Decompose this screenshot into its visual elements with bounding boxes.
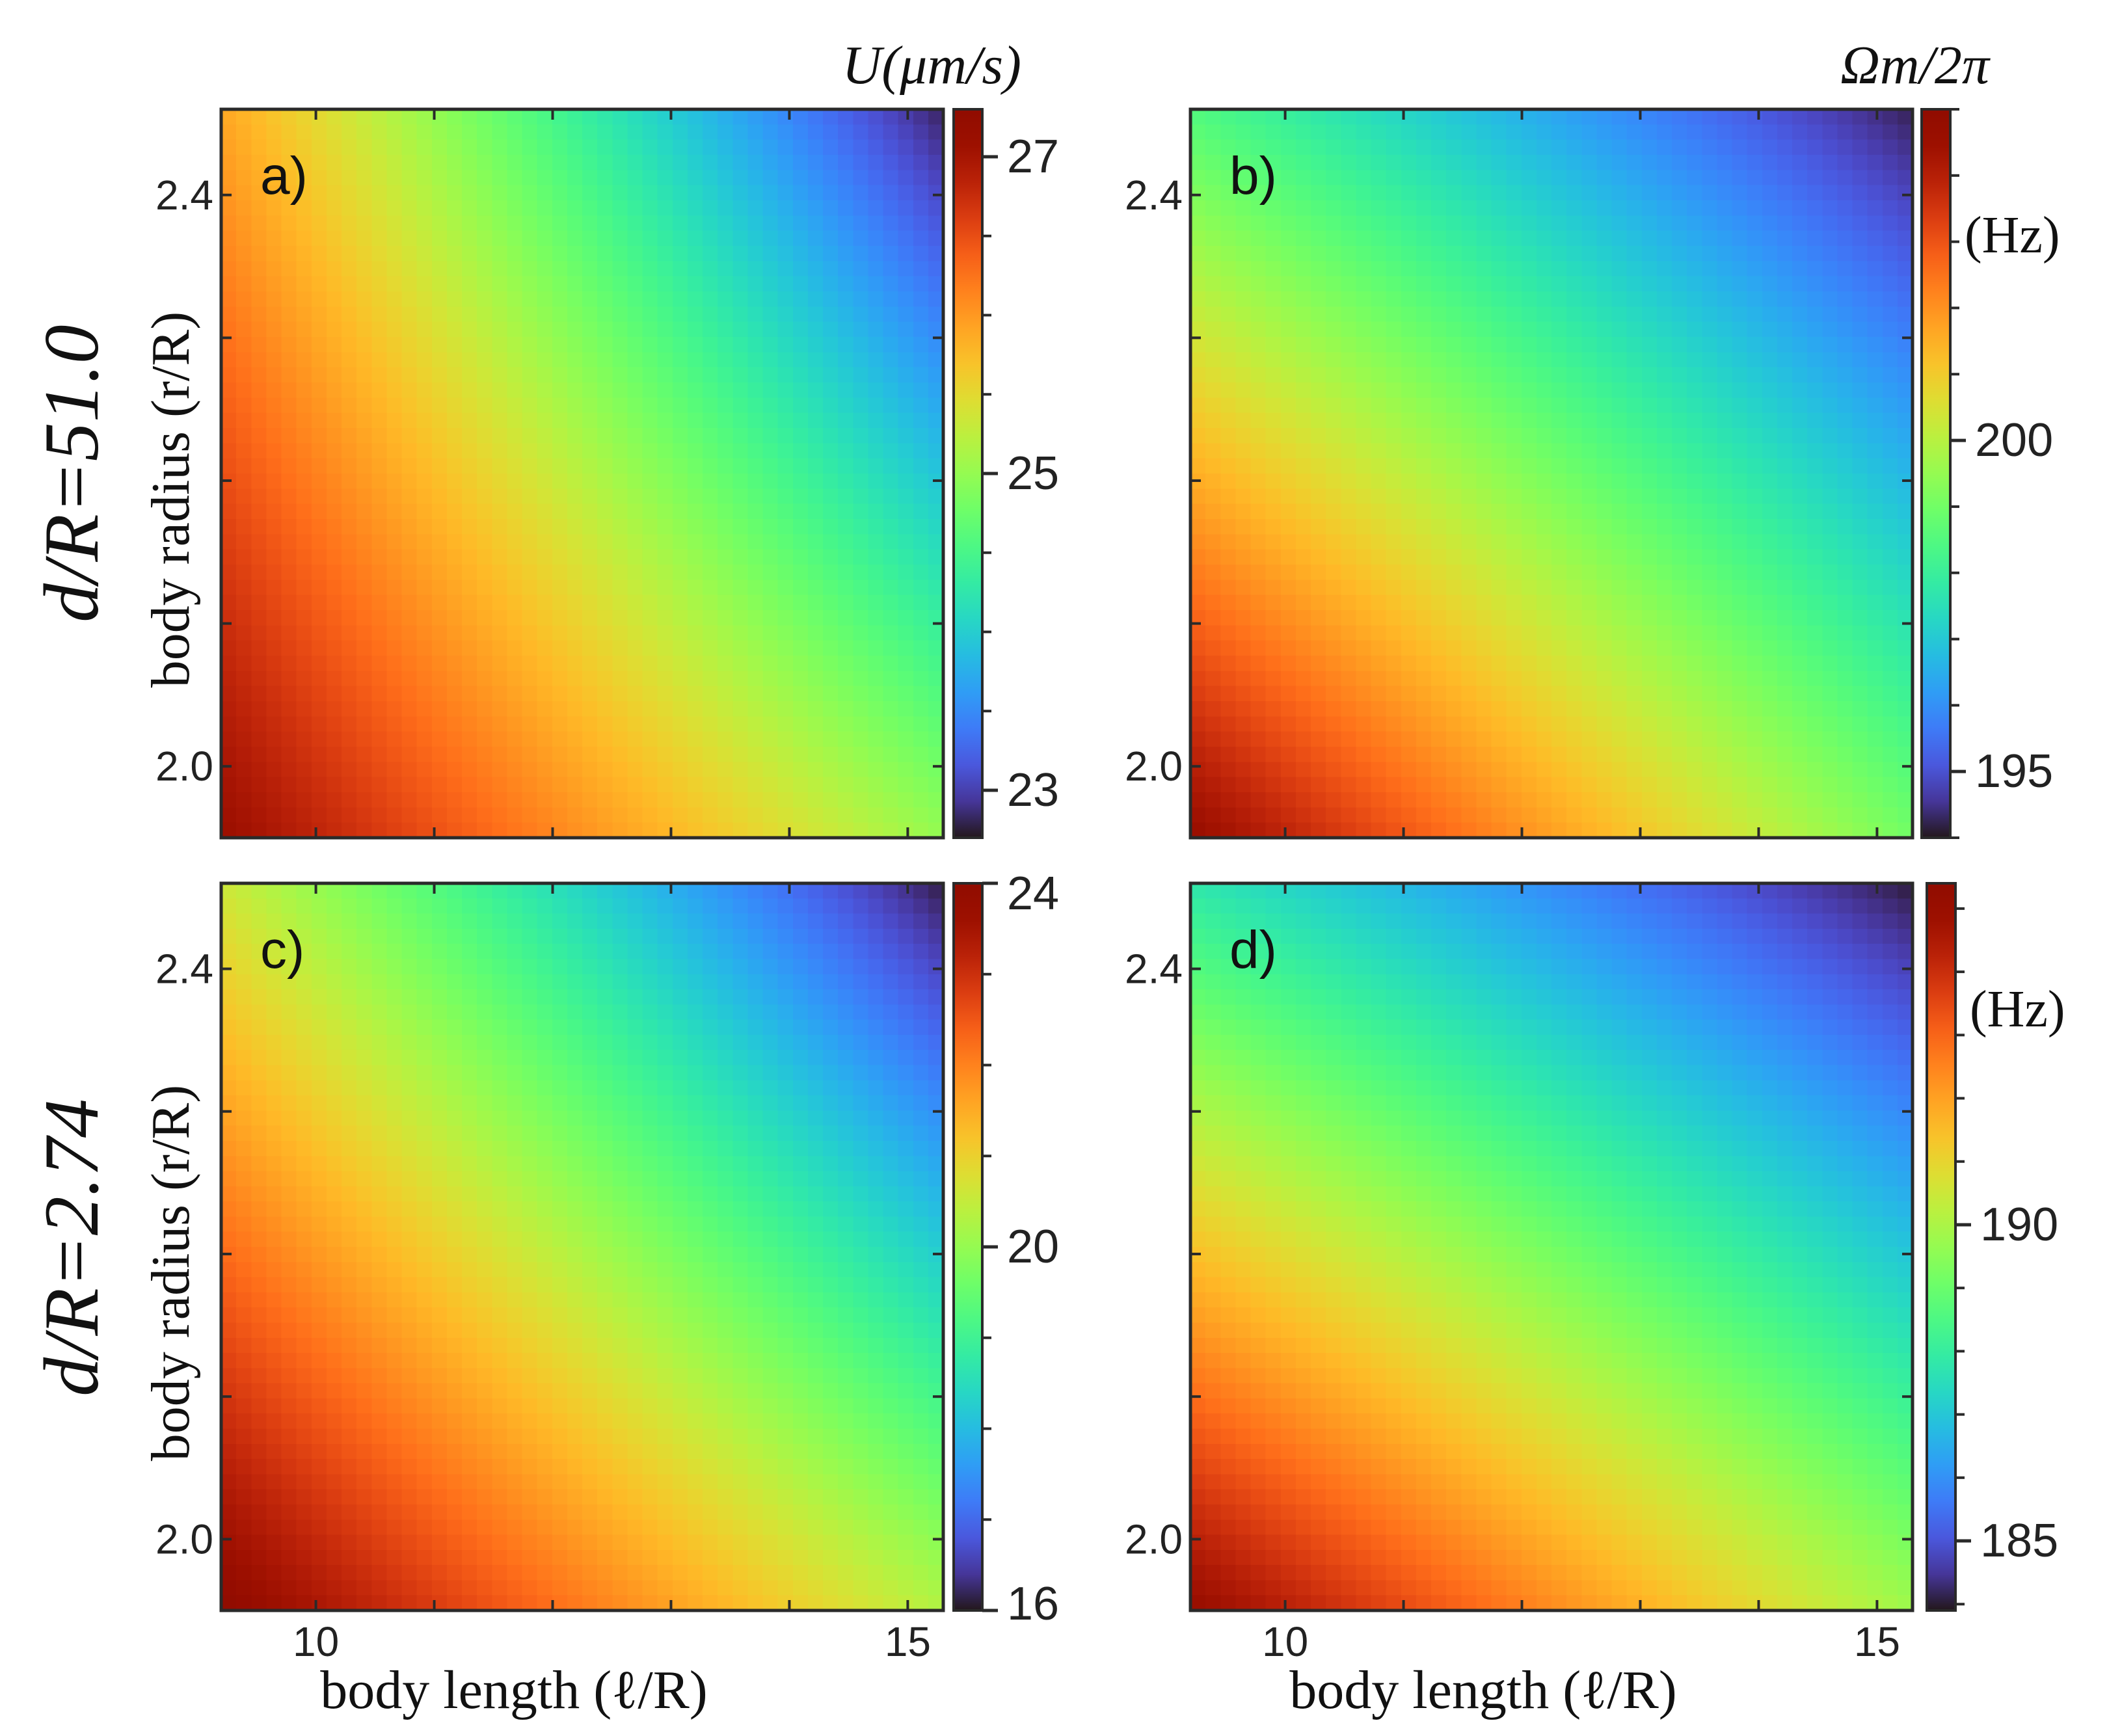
colorbar-tick-label: 27 [1007, 131, 1059, 183]
x-tick-label: 15 [885, 1618, 931, 1665]
colorbar-unit: (Hz) [1965, 207, 2060, 264]
y-tick-label: 2.0 [155, 743, 213, 790]
panel-label: c) [260, 920, 304, 980]
plot-frame-b [1189, 107, 1914, 840]
panel-b: 2.0 2.4 b) 200 195 Ωm/2π (Hz) [1125, 35, 2060, 840]
plot-frame-d [1189, 881, 1914, 1612]
x-tick-label: 10 [1262, 1618, 1308, 1665]
colorbar-gradient [952, 882, 984, 1612]
colorbar-gradient [1920, 108, 1952, 839]
panel-c: 2.0 2.4 10 15 c) body length (ℓ/R) body radius… [141, 868, 1059, 1720]
panel-label: d) [1229, 920, 1277, 980]
y-tick-label: 2.0 [155, 1516, 213, 1562]
x-tick-label: 15 [1854, 1618, 1900, 1665]
heatmap-a [221, 109, 944, 838]
colorbar-tick-label: 20 [1007, 1221, 1059, 1273]
colorbar-c: 24 20 16 [952, 868, 1059, 1630]
panel-a: 2.0 2.4 a) body radius (r/R) 27 25 23 U(μm/s) [141, 35, 1059, 840]
y-tick-label: 2.0 [1125, 743, 1183, 790]
y-axis-label: body radius (r/R) [141, 312, 201, 688]
x-axis-label: body length (ℓ/R) [1289, 1660, 1677, 1720]
colorbar-tick-label: 16 [1007, 1578, 1059, 1630]
colorbar-tick-label: 23 [1007, 764, 1059, 816]
panel-label: b) [1229, 146, 1277, 206]
y-axis-label: body radius (r/R) [141, 1085, 201, 1462]
colorbar-tick-label: 25 [1007, 447, 1059, 500]
row-label: d/R=51.0 [28, 325, 114, 622]
colorbar-tick-label: 195 [1975, 745, 2053, 797]
colorbar-tick-label: 185 [1980, 1515, 2058, 1567]
colorbar-b: 200 195 Ωm/2π (Hz) [1840, 35, 2060, 839]
colorbar-a: 27 25 23 U(μm/s) [842, 35, 1059, 839]
y-tick-label: 2.4 [155, 946, 213, 993]
colorbar-tick-label: 200 [1975, 414, 2053, 466]
colorbar-title: Ωm/2π [1840, 35, 1991, 96]
row-label: d/R=2.74 [28, 1099, 114, 1396]
plot-frame-c [219, 881, 945, 1612]
colorbar-gradient [1926, 882, 1957, 1612]
colorbar-unit: (Hz) [1970, 981, 2065, 1038]
y-tick-label: 2.4 [155, 172, 213, 219]
colorbar-title: U(μm/s) [842, 35, 1021, 96]
colorbar-tick-label: 190 [1980, 1199, 2058, 1251]
panel-d: 2.0 2.4 10 15 d) body length (ℓ/R) 190 185 (Hz) [1125, 881, 2065, 1720]
heatmap-d [1190, 883, 1913, 1611]
colorbar-tick-label: 24 [1007, 868, 1059, 920]
panel-label: a) [260, 146, 308, 206]
colorbar-gradient [952, 108, 984, 839]
x-tick-label: 10 [293, 1618, 339, 1665]
x-axis-label: body length (ℓ/R) [320, 1660, 708, 1720]
y-tick-label: 2.4 [1125, 172, 1183, 219]
heatmap-c [221, 883, 944, 1611]
y-tick-label: 2.4 [1125, 946, 1183, 993]
heatmap-b [1190, 109, 1913, 838]
y-tick-label: 2.0 [1125, 1516, 1183, 1562]
colorbar-d: 190 185 (Hz) [1926, 882, 2065, 1612]
plot-frame-a [219, 107, 945, 840]
